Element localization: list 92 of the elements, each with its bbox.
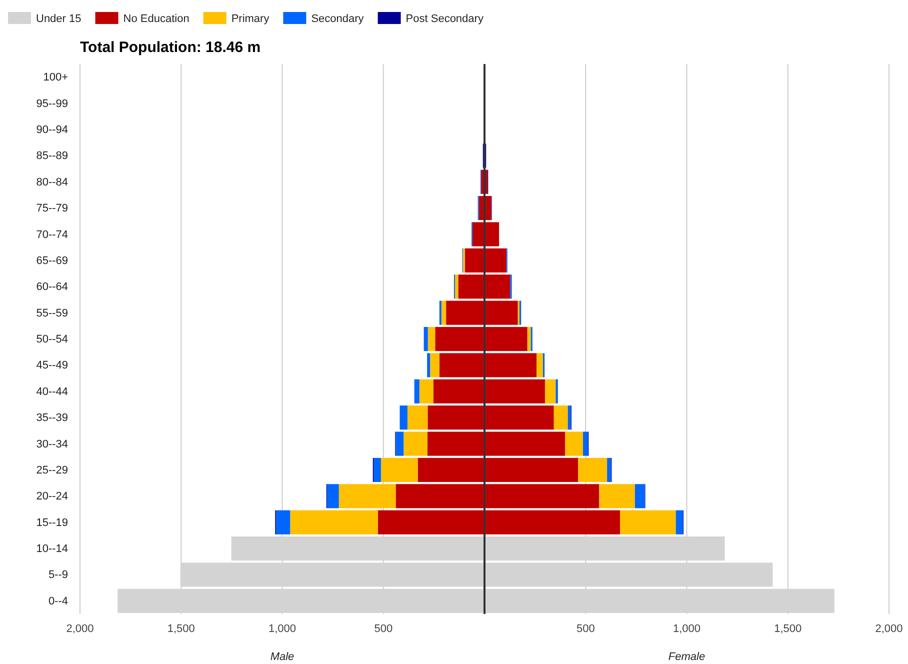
bar xyxy=(484,406,554,430)
bar xyxy=(428,326,436,352)
bar xyxy=(620,510,676,534)
text: Female xyxy=(668,651,706,663)
bar xyxy=(484,222,500,246)
x-tick-label: 1,000 xyxy=(268,622,296,635)
bar xyxy=(404,432,428,456)
bar xyxy=(484,510,620,534)
bar xyxy=(464,248,484,272)
legend-label: No Education xyxy=(123,13,190,25)
bar xyxy=(544,379,556,404)
bar xyxy=(458,274,484,299)
bar xyxy=(400,406,408,430)
bar xyxy=(380,458,418,482)
legend-label: Post Secondary xyxy=(406,13,484,25)
bar xyxy=(424,326,428,352)
bar xyxy=(433,379,484,404)
x-tick-label: 500 xyxy=(374,622,393,635)
bar xyxy=(484,326,528,352)
y-tick-label: 45--49 xyxy=(36,360,68,372)
bar xyxy=(527,326,531,352)
y-tick-label: 30--34 xyxy=(36,438,68,450)
x-tick-label: 1,500 xyxy=(167,622,195,635)
y-tick-label: 90--94 xyxy=(36,124,68,136)
bar xyxy=(414,379,420,404)
bar xyxy=(536,353,543,378)
y-tick-label: 85--89 xyxy=(36,150,68,162)
x-tick-label: 500 xyxy=(576,622,595,635)
bar xyxy=(396,432,404,456)
bar xyxy=(435,326,484,352)
bar xyxy=(454,274,458,299)
y-tick-label: 25--29 xyxy=(36,464,68,476)
y-tick-label: 55--59 xyxy=(36,307,68,320)
bar xyxy=(568,406,571,430)
bar xyxy=(564,432,583,456)
y-tick-label: 50--54 xyxy=(36,334,68,346)
bar xyxy=(484,484,600,508)
y-tick-label: 0--4 xyxy=(48,595,68,608)
y-tick-label: 80--84 xyxy=(36,176,68,188)
x-tick-label: 1,000 xyxy=(672,622,701,635)
bar xyxy=(484,432,565,456)
bar xyxy=(419,379,434,404)
legend-label: Primary xyxy=(231,13,270,25)
bar xyxy=(582,432,588,456)
y-tick-label: 60--64 xyxy=(36,281,68,294)
bar xyxy=(338,484,396,508)
x-tick-label: 1,500 xyxy=(774,622,802,635)
y-tick-label: 20--24 xyxy=(36,490,68,503)
y-tick-label: 10--14 xyxy=(36,543,68,556)
bar xyxy=(484,300,518,325)
bar xyxy=(472,222,484,246)
y-tick-label: 95--99 xyxy=(36,98,68,110)
bar xyxy=(326,484,339,508)
bar xyxy=(396,484,484,508)
x-tick-label: 2,000 xyxy=(875,622,903,635)
bar xyxy=(634,484,645,508)
bar xyxy=(374,458,381,482)
bar xyxy=(441,300,446,325)
x-tick-label: 2,000 xyxy=(66,622,94,635)
bar xyxy=(484,458,578,482)
bar xyxy=(290,510,378,534)
bar xyxy=(378,510,484,534)
y-tick-label: 40--44 xyxy=(36,386,68,398)
y-tick-label: 75--79 xyxy=(36,202,68,215)
bar xyxy=(446,300,484,325)
y-tick-label: 65--69 xyxy=(36,254,68,267)
bar xyxy=(407,406,428,430)
bar xyxy=(554,406,568,430)
legend-label: Under 15 xyxy=(36,13,82,25)
text: Male xyxy=(270,651,294,663)
bar xyxy=(676,510,683,534)
chart-title: Total Population: 18.46 m xyxy=(80,39,261,56)
bar xyxy=(599,484,635,508)
bar xyxy=(607,458,612,482)
y-tick-label: 5--9 xyxy=(48,569,68,582)
bar xyxy=(484,379,545,404)
bar xyxy=(418,458,484,482)
bar xyxy=(427,353,430,378)
y-tick-label: 70--74 xyxy=(36,228,68,241)
bar xyxy=(484,274,510,299)
legend-label: Secondary xyxy=(311,13,364,25)
bar xyxy=(276,510,290,534)
y-tick-label: 15--19 xyxy=(36,516,68,529)
bar xyxy=(428,406,484,430)
y-tick-label: 100+ xyxy=(43,72,68,84)
bar xyxy=(484,353,537,378)
y-tick-label: 35--39 xyxy=(36,412,68,424)
bar xyxy=(427,432,484,456)
bar xyxy=(430,353,440,378)
bar xyxy=(484,248,506,272)
bar xyxy=(578,458,608,482)
bar xyxy=(439,353,484,378)
